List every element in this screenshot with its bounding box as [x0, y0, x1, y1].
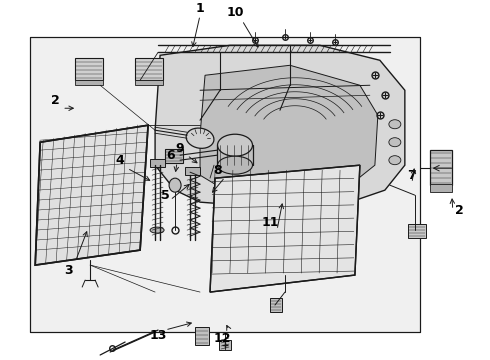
- Text: 11: 11: [261, 216, 279, 229]
- Ellipse shape: [169, 178, 181, 192]
- Text: 8: 8: [214, 164, 222, 177]
- Bar: [30, 37, 420, 332]
- Bar: [165, 149, 183, 163]
- Polygon shape: [155, 45, 405, 205]
- Bar: [219, 340, 231, 350]
- Text: 13: 13: [149, 329, 167, 342]
- Bar: [135, 58, 163, 80]
- Bar: [135, 80, 163, 85]
- Bar: [430, 150, 452, 185]
- Ellipse shape: [389, 138, 401, 147]
- Text: 1: 1: [196, 2, 204, 15]
- Text: 2: 2: [51, 94, 60, 107]
- Text: 9: 9: [176, 142, 184, 155]
- Polygon shape: [35, 125, 148, 265]
- Text: 3: 3: [64, 264, 73, 276]
- Ellipse shape: [389, 120, 401, 129]
- Polygon shape: [200, 65, 378, 190]
- Bar: [30, 37, 420, 332]
- Text: 12: 12: [213, 332, 231, 345]
- Ellipse shape: [186, 128, 214, 148]
- Text: 10: 10: [226, 6, 244, 19]
- Bar: [75, 58, 103, 80]
- Bar: [270, 298, 282, 312]
- Text: 6: 6: [166, 149, 174, 162]
- Ellipse shape: [218, 134, 252, 156]
- Bar: [430, 184, 452, 192]
- Bar: [185, 167, 200, 175]
- Ellipse shape: [389, 156, 401, 165]
- Text: 2: 2: [455, 204, 464, 217]
- Bar: [75, 80, 103, 85]
- Bar: [150, 159, 165, 167]
- Ellipse shape: [218, 156, 252, 174]
- Ellipse shape: [150, 227, 164, 233]
- Text: 4: 4: [116, 154, 124, 167]
- Text: 5: 5: [161, 189, 170, 202]
- Text: 7: 7: [408, 169, 416, 182]
- Bar: [408, 224, 426, 238]
- Bar: [195, 327, 209, 345]
- Polygon shape: [210, 165, 360, 292]
